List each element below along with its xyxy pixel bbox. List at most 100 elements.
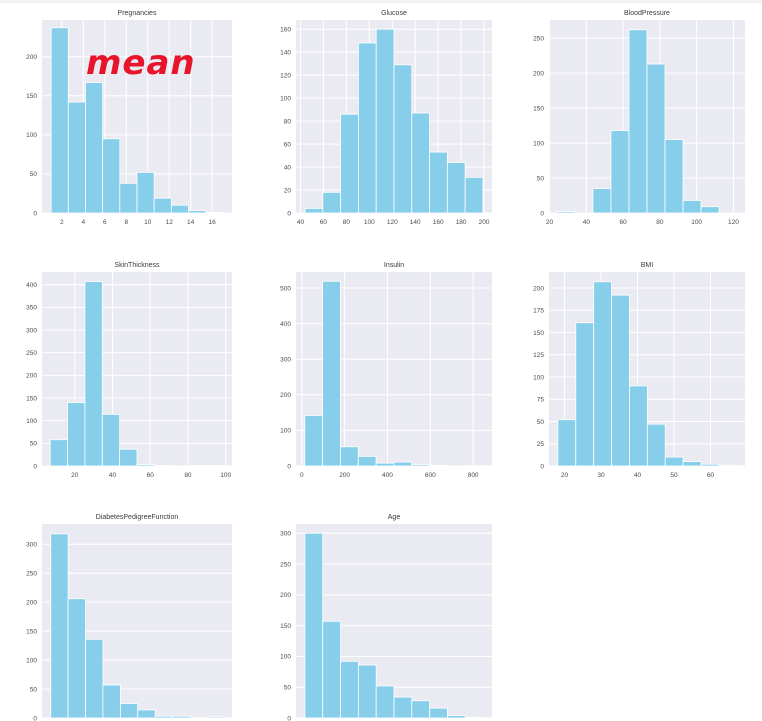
histogram-bar [464,176,484,214]
histogram-bar [393,64,413,214]
y-tick-label: 250 [26,571,37,578]
y-tick-label: 160 [280,26,291,33]
histogram-bar [340,446,359,467]
y-tick-label: 100 [26,132,37,139]
y-tick-label: 50 [30,441,38,448]
histogram-bar [628,29,648,214]
y-tick-label: 40 [284,164,292,171]
y-tick-label: 0 [540,463,544,470]
histogram-bar [85,82,104,214]
histogram-bar [393,696,413,719]
x-tick-label: 60 [619,219,627,226]
y-tick-label: 125 [533,352,544,359]
histogram-bar [153,197,172,214]
histogram-bar [102,138,121,214]
histogram-bar [429,151,448,214]
x-tick-label: 50 [670,472,678,479]
y-tick-label: 0 [287,463,291,470]
y-tick-label: 400 [26,282,37,289]
y-tick-label: 0 [287,210,291,217]
histogram-bar [119,703,139,719]
y-tick-label: 50 [30,686,38,693]
subplot-bloodpressure: 0 50 100 150 200 250 20 40 60 80 100 120 BloodPressu… [533,10,745,226]
y-tick-label: 200 [533,285,544,292]
x-tick-label: 200 [339,472,350,479]
histogram-bar [411,464,430,467]
histogram-bar [575,322,595,467]
histogram-bar [593,281,612,467]
y-tick-label: 100 [280,428,291,435]
y-tick-label: 50 [30,171,38,178]
histogram-bar [610,130,630,214]
y-tick-label: 50 [537,175,545,182]
histogram-bar [49,439,68,467]
histogram-bar [67,101,86,214]
histogram-bar [646,423,666,467]
x-tick-label: 14 [187,219,195,226]
subplot-title: SkinThickness [114,262,160,269]
subplot-title: Pregnancies [118,10,157,17]
y-tick-label: 0 [33,715,37,721]
y-tick-label: 100 [26,657,37,664]
y-tick-label: 20 [284,187,292,194]
y-tick-label: 200 [533,70,544,77]
x-tick-label: 120 [387,219,398,226]
histogram-bar [322,620,341,719]
y-tick-label: 150 [26,628,37,635]
histogram-bar [101,413,121,467]
histogram-bar [340,660,359,719]
y-tick-label: 25 [537,441,545,448]
y-tick-label: 0 [33,463,37,470]
subplot-glucose: 0 20 40 60 80 100 120 140 160 40 60 80 100 120 140 160 1… [280,10,492,226]
histogram-bar [358,42,377,214]
y-tick-label: 250 [533,35,544,42]
histogram-bar [102,684,121,719]
histogram-bar [464,716,484,719]
y-tick-label: 300 [26,542,37,549]
top-strip [0,0,762,3]
histogram-bar [170,204,189,214]
x-tick-label: 200 [479,219,490,226]
x-tick-label: 8 [124,219,128,226]
subplot-bmi: 0 25 50 75 100 125 150 175 200 20 30 40 50 60 BMI [533,262,745,479]
subplot-title: Glucose [381,10,407,17]
x-tick-label: 800 [468,472,479,479]
y-tick-label: 0 [540,210,544,217]
histogram-bar [700,463,720,467]
subplot-title: Age [388,514,401,521]
histogram-bar [304,208,324,214]
y-tick-label: 100 [280,654,291,661]
histogram-bar [429,707,448,719]
y-tick-label: 300 [26,327,37,334]
histogram-bar [700,206,720,214]
y-tick-label: 100 [533,374,544,381]
y-tick-label: 0 [33,210,37,217]
histogram-bar [119,182,138,214]
x-tick-label: 4 [82,219,86,226]
histogram-bar [411,112,430,214]
histogram-bar [375,685,395,719]
histogram-bar [84,281,103,467]
histogram-bar [446,162,466,214]
y-tick-label: 200 [26,373,37,380]
x-tick-label: 20 [71,472,79,479]
x-tick-label: 100 [691,219,702,226]
x-tick-label: 600 [425,472,436,479]
x-tick-label: 40 [634,472,642,479]
x-tick-label: 60 [707,472,715,479]
subplot-title: Insulin [384,262,404,269]
y-tick-label: 400 [280,321,291,328]
histogram-bar [188,210,207,214]
histogram-bar [205,211,224,214]
histogram-bar [50,27,69,214]
histogram-bar [718,464,737,467]
histogram-bar [172,715,191,719]
histogram-bar [592,188,612,214]
x-tick-label: 180 [456,219,467,226]
x-tick-label: 80 [343,219,351,226]
histogram-bar [136,464,155,467]
y-tick-label: 0 [287,715,291,721]
histogram-bar [136,171,155,214]
histogram-bar [322,280,341,467]
histogram-bar [664,456,684,467]
